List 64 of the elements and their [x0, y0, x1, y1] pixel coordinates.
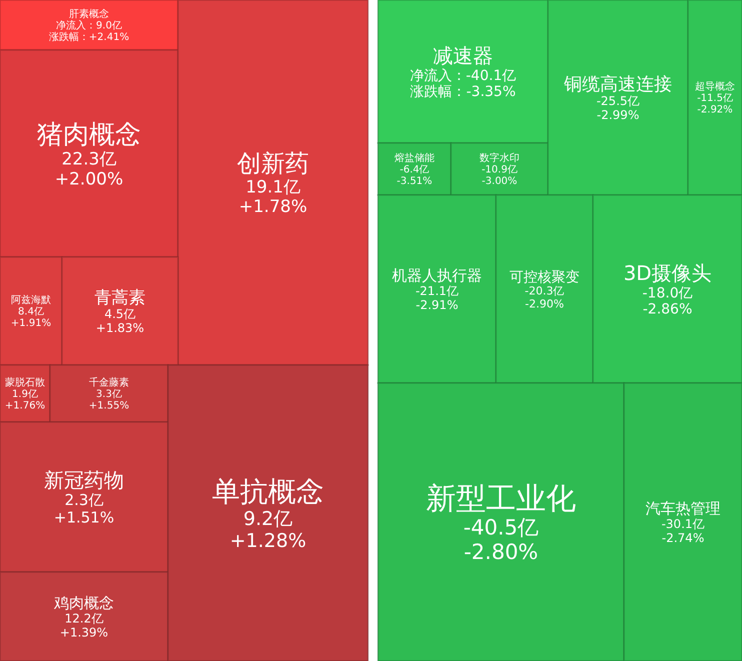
data-label: -2.91% [416, 298, 458, 312]
data-label: -30.1亿 [661, 516, 705, 531]
data-label: -21.1亿 [415, 284, 459, 298]
data-label: 1.9亿 [12, 389, 38, 400]
category-label: 阿兹海默 [11, 294, 51, 306]
data-label: +2.41% [88, 32, 130, 44]
data-label: 9.0亿 [96, 20, 122, 32]
category-label: 新型工业化 [426, 482, 576, 516]
data-label: +1.51% [54, 508, 114, 526]
data-label: -3.51% [396, 176, 432, 188]
data-label: +1.39% [60, 625, 108, 640]
data-label: 2.3亿 [64, 491, 104, 510]
category-label: 鸡肉概念 [53, 594, 114, 612]
data-label: -10.9亿 [482, 164, 518, 176]
data-label: +2.00% [54, 169, 124, 190]
data-label: +1.28% [230, 530, 306, 552]
data-label: -25.5亿 [596, 94, 640, 108]
data-label: -3.35% [466, 84, 516, 100]
category-label: 新冠药物 [44, 468, 124, 492]
category-label: 超导概念 [695, 80, 735, 93]
data-label: -2.92% [697, 104, 733, 116]
data-label: -2.99% [596, 108, 640, 122]
data-label: 3.3亿 [96, 389, 122, 400]
category-label: 青蒿素 [94, 288, 146, 308]
category-label: 汽车热管理 [646, 500, 720, 518]
data-label: -2.86% [642, 302, 692, 318]
data-label: -18.0亿 [642, 285, 693, 302]
data-label: -20.3亿 [524, 284, 564, 298]
data-label: +1.78% [238, 197, 308, 218]
data-label: -6.4亿 [400, 164, 430, 176]
category-label: 蒙脱石散 [5, 376, 45, 389]
category-label: 机器人执行器 [392, 266, 482, 285]
category-label: 铜缆高速连接 [563, 74, 672, 96]
data-label: -3.00% [482, 176, 518, 188]
category-label: 数字水印 [480, 152, 520, 164]
data-label: +1.83% [96, 320, 144, 335]
data-label: +1.55% [88, 400, 130, 412]
text: 涨跌幅： [48, 31, 89, 44]
category-label: 猪肉概念 [37, 120, 141, 150]
category-label: 3D摄像头 [623, 261, 712, 285]
data-label: +1.76% [4, 400, 46, 412]
category-label: 减速器 [433, 44, 493, 68]
data-label: 8.4亿 [18, 306, 44, 318]
data-label: 22.3亿 [62, 150, 116, 170]
data-label: 9.2亿 [243, 508, 293, 530]
data-label: -2.74% [662, 530, 704, 545]
category-label: 创新药 [237, 149, 309, 178]
text: 涨跌幅： [410, 84, 466, 100]
series-label: 净流入： [410, 68, 466, 84]
category-label: 可控核聚变 [510, 269, 580, 286]
category-label: 熔盐储能 [394, 152, 434, 164]
data-label: +1.91% [10, 318, 52, 330]
data-label: 19.1亿 [246, 178, 300, 198]
data-label: -40.5亿 [463, 516, 539, 540]
category-label: 千金藤素 [89, 376, 129, 389]
series-label: 净流入： [56, 20, 96, 32]
category-label: 单抗概念 [212, 475, 324, 508]
data-label: -11.5亿 [697, 93, 733, 104]
data-label: 4.5亿 [104, 307, 136, 322]
data-label: 12.2亿 [64, 611, 104, 626]
category-label: 肝素概念 [69, 8, 109, 20]
data-label: -40.1亿 [466, 68, 516, 84]
data-label: -2.90% [525, 297, 564, 310]
data-label: -2.80% [464, 540, 538, 564]
